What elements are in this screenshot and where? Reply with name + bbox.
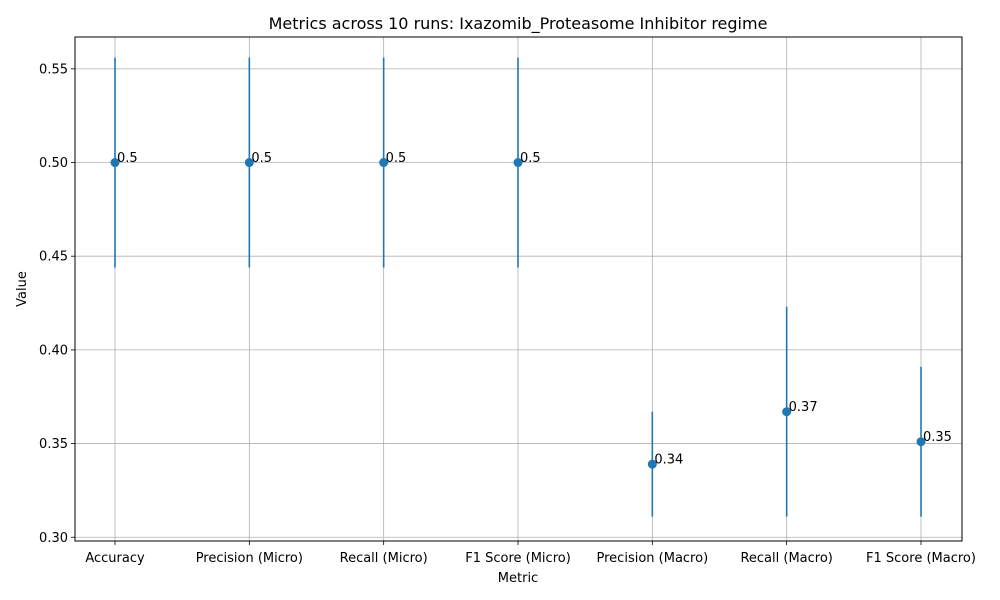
- x-axis-ticks: Accuracy Precision (Micro) Recall (Micro) F…: [85, 541, 976, 566]
- data-points: [110, 158, 926, 469]
- data-point: [244, 158, 254, 168]
- x-tick-label: Recall (Macro): [740, 551, 832, 566]
- data-point: [916, 437, 926, 447]
- data-label: 0.5: [117, 151, 138, 166]
- data-label: 0.5: [251, 151, 272, 166]
- x-tick-label: Precision (Micro): [196, 551, 303, 566]
- data-label: 0.5: [520, 151, 541, 166]
- data-point: [513, 158, 523, 168]
- data-point: [110, 158, 120, 168]
- data-point: [782, 407, 792, 417]
- data-point: [647, 459, 657, 469]
- x-tick-label: F1 Score (Macro): [866, 551, 976, 566]
- y-axis-label: Value: [15, 271, 30, 307]
- data-label: 0.35: [923, 430, 952, 445]
- y-tick-label: 0.50: [39, 156, 68, 171]
- x-tick-label: Precision (Macro): [597, 551, 709, 566]
- data-point: [379, 158, 389, 168]
- data-label: 0.5: [386, 151, 407, 166]
- x-tick-label: Accuracy: [85, 551, 145, 566]
- y-axis-ticks: 0.30 0.35 0.40 0.45 0.50 0.55: [39, 62, 75, 546]
- y-tick-label: 0.35: [39, 437, 68, 452]
- data-label: 0.34: [654, 453, 683, 468]
- x-tick-label: F1 Score (Micro): [465, 551, 571, 566]
- x-tick-label: Recall (Micro): [340, 551, 428, 566]
- y-tick-label: 0.30: [39, 531, 68, 546]
- chart-title: Metrics across 10 runs: Ixazomib_Proteas…: [269, 14, 768, 34]
- data-label: 0.37: [789, 400, 818, 415]
- y-tick-label: 0.45: [39, 250, 68, 265]
- plot-frame: [74, 36, 963, 542]
- y-tick-label: 0.40: [39, 343, 68, 358]
- y-tick-label: 0.55: [39, 62, 68, 77]
- data-labels: 0.5 0.5 0.5 0.5 0.34 0.37 0.35: [117, 151, 952, 468]
- x-axis-label: Metric: [498, 571, 538, 586]
